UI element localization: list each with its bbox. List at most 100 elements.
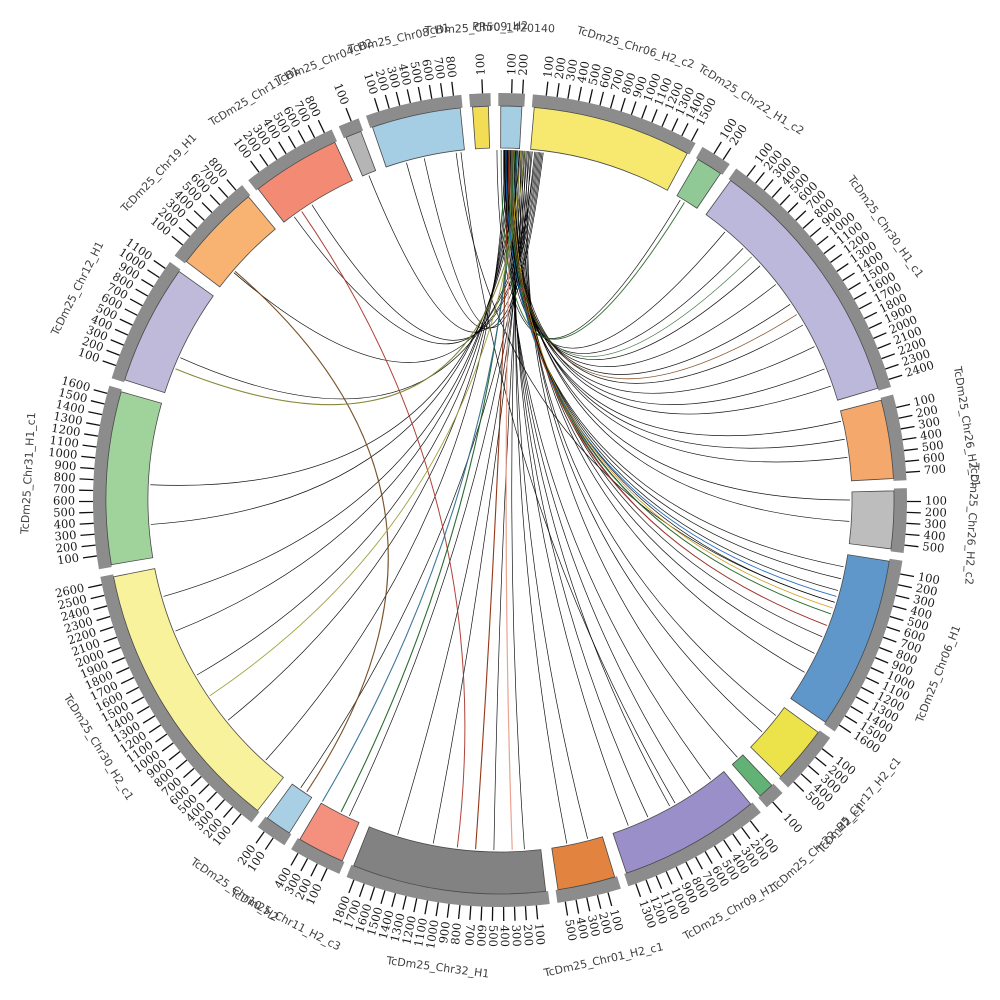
- tick: [524, 906, 527, 921]
- tick-label: 700: [53, 482, 75, 497]
- tick: [816, 235, 829, 246]
- tick: [155, 733, 168, 743]
- tick-label: 1000: [48, 445, 79, 462]
- segment-band: [371, 107, 465, 168]
- tick-label: 300: [924, 516, 947, 531]
- synteny-link: [513, 150, 850, 522]
- tick: [320, 868, 328, 882]
- tick: [588, 89, 594, 104]
- tick: [373, 97, 380, 112]
- tick: [787, 202, 799, 213]
- tick-label: 900: [54, 458, 77, 474]
- tick-label: 500: [922, 539, 945, 555]
- tick: [259, 153, 269, 167]
- tick-label: 300: [585, 914, 603, 938]
- synteny-link: [265, 150, 506, 761]
- tick: [264, 837, 274, 850]
- tick: [345, 107, 352, 122]
- tick: [596, 895, 602, 909]
- segment-rim: [365, 94, 463, 128]
- tick: [864, 311, 878, 320]
- tick: [897, 584, 912, 589]
- synteny-link: [509, 150, 848, 463]
- tick-label: 400: [498, 925, 512, 947]
- tick: [564, 901, 569, 916]
- tick: [80, 533, 95, 537]
- tick-label: 100: [504, 53, 519, 75]
- tick: [88, 584, 103, 589]
- segment-label: PR50_1420140: [472, 20, 555, 35]
- tick: [142, 715, 156, 724]
- segment-band: [345, 130, 377, 177]
- tick: [79, 478, 94, 481]
- tick: [903, 448, 918, 452]
- tick: [451, 81, 455, 96]
- tick: [844, 715, 858, 724]
- tick: [665, 871, 673, 885]
- segment-tcdm25-chr09-h1: 1002003004005006007008009001000110012001…: [612, 771, 781, 943]
- segment-band: [266, 783, 313, 834]
- tick: [186, 218, 198, 229]
- segment-rim: [92, 385, 122, 570]
- segment-rim: [728, 168, 891, 391]
- synteny-link: [423, 152, 544, 328]
- tick: [161, 742, 174, 752]
- segment-band: [612, 771, 752, 874]
- tick: [690, 128, 699, 142]
- tick: [620, 97, 626, 112]
- segment-band: [353, 826, 547, 895]
- tick-label: 2500: [56, 592, 88, 612]
- tick-label: 100: [56, 550, 80, 567]
- segment-band: [500, 105, 523, 149]
- tick: [82, 555, 97, 559]
- tick: [231, 813, 242, 826]
- segment-band: [472, 105, 491, 150]
- segment-ticks: 1002003004005006007008009001000110012001…: [329, 879, 548, 950]
- tick: [435, 902, 439, 917]
- tick: [772, 801, 783, 813]
- synteny-link: [527, 151, 738, 758]
- tick: [81, 544, 96, 548]
- tick: [175, 759, 188, 770]
- tick: [607, 892, 613, 907]
- synteny-link: [150, 150, 520, 486]
- tick-label: 900: [630, 74, 650, 99]
- tick: [868, 321, 883, 329]
- tick: [807, 765, 820, 776]
- tick-label: 400: [909, 603, 934, 622]
- tick: [898, 414, 913, 419]
- tick: [874, 657, 889, 664]
- tick: [599, 91, 605, 106]
- tick-label: 500: [486, 925, 500, 947]
- synteny-link: [511, 150, 753, 357]
- tick: [779, 194, 791, 206]
- tick: [297, 130, 306, 144]
- tick-label: 100: [607, 908, 626, 933]
- tick: [268, 147, 278, 160]
- tick: [93, 389, 108, 395]
- tick: [428, 84, 433, 99]
- segment-rim: [880, 394, 907, 481]
- tick: [838, 724, 852, 734]
- tick: [704, 851, 713, 864]
- segment-rim: [890, 488, 907, 554]
- tick: [250, 160, 260, 173]
- tick: [877, 342, 891, 350]
- synteny-link: [227, 150, 508, 721]
- synteny-link: [509, 150, 832, 615]
- tick: [135, 288, 149, 297]
- tick: [380, 890, 386, 905]
- tick-label: 700: [462, 923, 478, 946]
- tick: [402, 895, 407, 910]
- segment-band: [676, 158, 722, 209]
- synteny-link: [509, 150, 670, 807]
- tick: [635, 883, 642, 898]
- segment-rim: [758, 783, 783, 808]
- tick: [575, 899, 580, 914]
- tick-label: 1300: [52, 409, 83, 428]
- tick-label: 1100: [411, 917, 430, 948]
- segment-band: [840, 399, 894, 482]
- tick-label: 600: [922, 450, 945, 466]
